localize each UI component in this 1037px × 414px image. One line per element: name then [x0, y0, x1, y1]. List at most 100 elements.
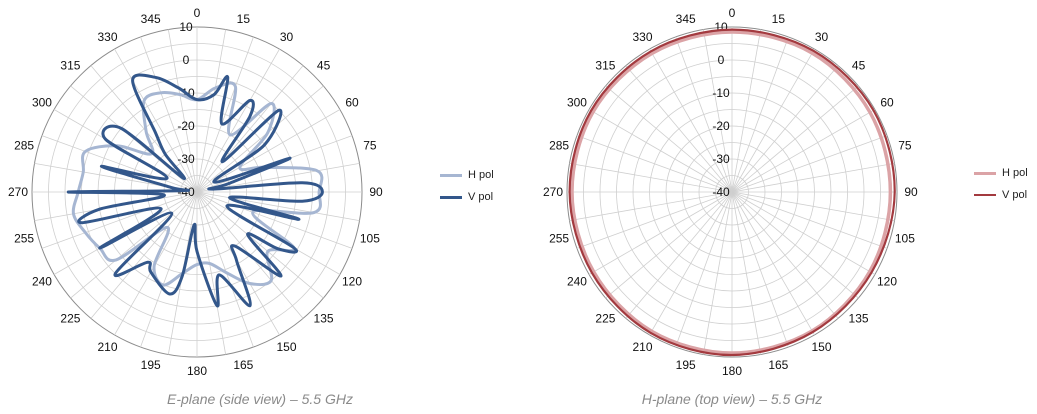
legend-swatch-v-pol [440, 195, 462, 199]
grid-spoke [731, 135, 888, 193]
grid-spoke [731, 48, 815, 193]
angle-tick-label: 240 [32, 275, 52, 289]
grid-spoke [731, 191, 789, 348]
grid-spoke [731, 191, 895, 222]
angle-tick-label: 315 [595, 58, 615, 72]
angle-tick-label: 255 [14, 231, 34, 245]
grid-spoke [41, 135, 198, 193]
grid-spoke [41, 191, 198, 249]
radial-tick-label: 0 [718, 53, 725, 67]
h-plane-caption: H-plane (top view) – 5.5 GHz [641, 391, 823, 407]
grid-spoke [196, 48, 280, 193]
legend-item-v-pol: V pol [974, 184, 1028, 206]
angle-tick-label: 285 [549, 139, 569, 153]
grid-spoke [731, 36, 789, 193]
grid-spoke [196, 191, 254, 348]
h-plane-chart: 0 15 30 45 60 75 90 105 120 135 150 165 180 195 210 225… [520, 0, 1037, 414]
angle-tick-label: 60 [880, 96, 894, 110]
grid-spoke [196, 191, 324, 299]
angle-tick-label: 120 [877, 275, 897, 289]
angle-tick-label: 210 [97, 340, 117, 354]
grid-spoke [605, 191, 733, 299]
angle-tick-label: 135 [314, 312, 334, 326]
angle-tick-label: 150 [811, 340, 831, 354]
angle-tick-label: 0 [194, 6, 201, 20]
angle-tick-label: 315 [60, 58, 80, 72]
legend-label-h-pol: H pol [1002, 167, 1028, 179]
angle-tick-label: 270 [8, 185, 28, 199]
angle-tick-label: 285 [14, 139, 34, 153]
grid-spoke [731, 65, 839, 193]
radial-tick-label: -20 [177, 119, 195, 133]
angle-tick-label: 180 [187, 364, 207, 378]
grid-spoke [576, 135, 733, 193]
angle-tick-label: 210 [632, 340, 652, 354]
angle-tick-label: 45 [852, 58, 866, 72]
grid-spoke [70, 191, 198, 299]
angle-tick-label: 30 [815, 30, 829, 44]
e-plane-chart: 0 15 30 45 60 75 90 105 120 135 150 165 180 195 210 225… [8, 6, 494, 407]
grid-spoke [731, 109, 876, 193]
grid-spoke [731, 162, 895, 193]
grid-spoke [196, 65, 304, 193]
grid-spoke [576, 191, 733, 249]
legend-swatch-h-pol [440, 173, 462, 177]
grid-spoke [569, 191, 733, 222]
angle-tick-label: 345 [141, 12, 161, 26]
grid-spoke [196, 191, 227, 355]
angle-tick-label: 240 [567, 275, 587, 289]
grid-spoke [140, 191, 198, 348]
grid-spoke [114, 48, 198, 193]
angle-tick-label: 15 [237, 12, 251, 26]
radial-tick-label: -30 [712, 152, 730, 166]
radial-tick-label: 0 [183, 53, 190, 67]
grid-spoke [196, 36, 254, 193]
legend-label-v-pol: V pol [468, 191, 494, 203]
angle-tick-label: 225 [595, 312, 615, 326]
angle-tick-label: 105 [360, 231, 380, 245]
grid-spoke [588, 109, 733, 193]
legend-swatch-v-pol [974, 194, 996, 196]
grid-spoke [196, 29, 227, 193]
grid-spoke [196, 109, 341, 193]
angle-tick-label: 165 [768, 358, 788, 372]
angle-tick-label: 45 [317, 58, 331, 72]
polar-grid [566, 26, 898, 358]
legend-label-h-pol: H pol [468, 169, 494, 181]
legend-item-h-pol: H pol [440, 164, 494, 186]
grid-spoke [196, 191, 360, 222]
angle-tick-label: 90 [369, 185, 383, 199]
grid-spoke [649, 191, 733, 336]
grid-spoke [731, 191, 762, 355]
radial-tick-label: 10 [179, 20, 193, 34]
angle-tick-label: 330 [632, 30, 652, 44]
angle-tick-label: 255 [549, 231, 569, 245]
angle-tick-label: 60 [345, 96, 359, 110]
grid-spoke [196, 191, 353, 249]
series-line-h-pol [570, 30, 893, 355]
series-line-v-pol [66, 73, 324, 308]
angle-tick-label: 120 [342, 275, 362, 289]
grid-spoke [625, 191, 733, 319]
angle-tick-label: 135 [849, 312, 869, 326]
radial-tick-label: -30 [177, 152, 195, 166]
angle-tick-label: 75 [363, 139, 377, 153]
angle-tick-label: 330 [97, 30, 117, 44]
h-plane-legend: H pol V pol [974, 162, 1028, 206]
grid-spoke [675, 36, 733, 193]
e-plane-legend: H pol V pol [440, 164, 494, 208]
grid-spoke [731, 191, 888, 249]
angle-tick-label: 0 [729, 6, 736, 20]
angle-tick-label: 165 [233, 358, 253, 372]
grid-spoke [731, 191, 815, 336]
grid-spoke [625, 65, 733, 193]
grid-spoke [588, 191, 733, 275]
angle-tick-label: 345 [676, 12, 696, 26]
angle-tick-label: 105 [895, 231, 915, 245]
angle-tick-label: 75 [898, 139, 912, 153]
radial-tick-label: -20 [712, 119, 730, 133]
grid-spoke [196, 85, 324, 193]
e-plane-caption: E-plane (side view) – 5.5 GHz [167, 391, 353, 407]
angle-tick-label: 90 [904, 185, 918, 199]
angle-tick-label: 30 [280, 30, 294, 44]
